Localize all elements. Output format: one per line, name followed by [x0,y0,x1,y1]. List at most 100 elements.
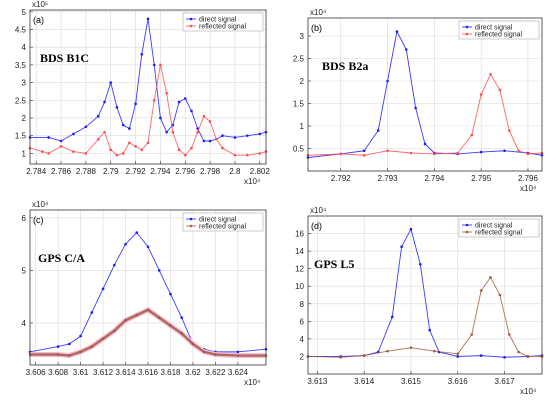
x-tick-label: 3.624 [228,368,249,377]
y-tick-label: 1 [22,149,27,158]
data-point [526,152,530,156]
data-point [112,263,116,267]
data-point [101,287,105,291]
legend-marker [189,24,193,28]
data-point [177,100,181,104]
x-tick-label: 2.794 [150,167,171,176]
y-tick-label: 16 [295,230,304,239]
data-point [456,352,460,356]
data-point [177,148,181,152]
data-point [109,148,113,152]
legend-marker [465,223,469,227]
data-point [409,151,413,155]
y-tick-label: 1 [300,122,305,131]
y-tick-label: 6 [22,214,27,223]
legend-box [458,218,540,238]
x-tick-label: 2.788 [76,167,97,176]
data-point [47,152,50,155]
data-point [90,345,94,348]
data-point [59,139,63,143]
data-point [159,116,162,120]
data-point [433,349,436,353]
data-point [115,106,119,109]
y-exponent-label: x10⁴ [310,206,327,215]
data-point [135,313,139,317]
plot-area [30,10,266,164]
data-point [479,354,483,357]
y-tick-label: 6 [300,317,305,326]
data-point [479,289,483,292]
x-exponent-label: x10⁴ [244,378,261,387]
data-point [146,308,150,312]
x-tick-label: 2.796 [518,174,539,183]
panel-label: (c) [33,215,44,225]
panel-label: (d) [311,221,322,231]
data-point [121,152,125,155]
data-point [202,139,206,143]
data-point [79,334,82,338]
y-tick-label: 4 [300,335,305,344]
x-tick-label: 2.798 [200,167,221,176]
legend-marker [465,32,469,36]
data-point [115,153,119,157]
y-tick-label: 4.5 [15,25,27,34]
data-point [386,349,389,353]
data-point [409,346,413,349]
data-point [47,136,50,139]
legend-label: reflected signal [199,224,247,231]
x-tick-label: 3.608 [48,368,69,377]
data-point [152,63,156,67]
data-point [526,355,530,358]
legend-marker [189,224,193,228]
panel-label: (b) [311,23,322,33]
y-tick-label: 2 [300,352,305,361]
x-tick-label: 3.606 [26,368,47,377]
x-tick-label: 3.61 [73,368,89,377]
x-tick-label: 2.786 [51,167,72,176]
data-point [68,342,71,346]
data-point [121,123,125,127]
y-tick-label: 2 [300,77,305,86]
data-point [208,139,212,143]
y-tick-label: 1.5 [15,132,27,141]
data-point [169,324,172,327]
x-tick-label: 2.793 [378,174,399,183]
data-point [433,152,436,156]
y-tick-label: 2 [22,114,27,123]
x-tick-label: 3.614 [116,368,137,377]
data-point [233,136,237,139]
data-point [135,231,139,234]
data-point [503,149,506,153]
legend-marker [465,25,469,29]
data-point [190,109,193,113]
legend-marker [189,217,193,221]
data-point [489,276,492,279]
data-point [157,316,161,320]
data-point [470,333,474,336]
data-point [214,353,217,356]
plot-frame [307,215,543,375]
data-point [215,137,218,141]
x-tick-label: 3.613 [307,377,328,386]
data-point [479,93,483,96]
data-point [128,127,131,130]
data-point [103,100,106,104]
x-tick-label: 2.796 [175,167,196,176]
data-point [489,72,492,76]
y-tick-label: 1.5 [293,100,305,109]
data-point [517,149,520,153]
data-point [456,355,460,358]
x-tick-label: 3.618 [160,368,181,377]
data-point [171,130,175,134]
data-point [233,153,237,157]
data-point [41,150,44,153]
data-point [208,120,212,123]
x-tick-label: 2.8 [229,167,241,176]
data-point [236,354,240,357]
x-tick-label: 3.614 [354,377,375,386]
data-point [56,345,60,348]
data-point [109,81,113,84]
